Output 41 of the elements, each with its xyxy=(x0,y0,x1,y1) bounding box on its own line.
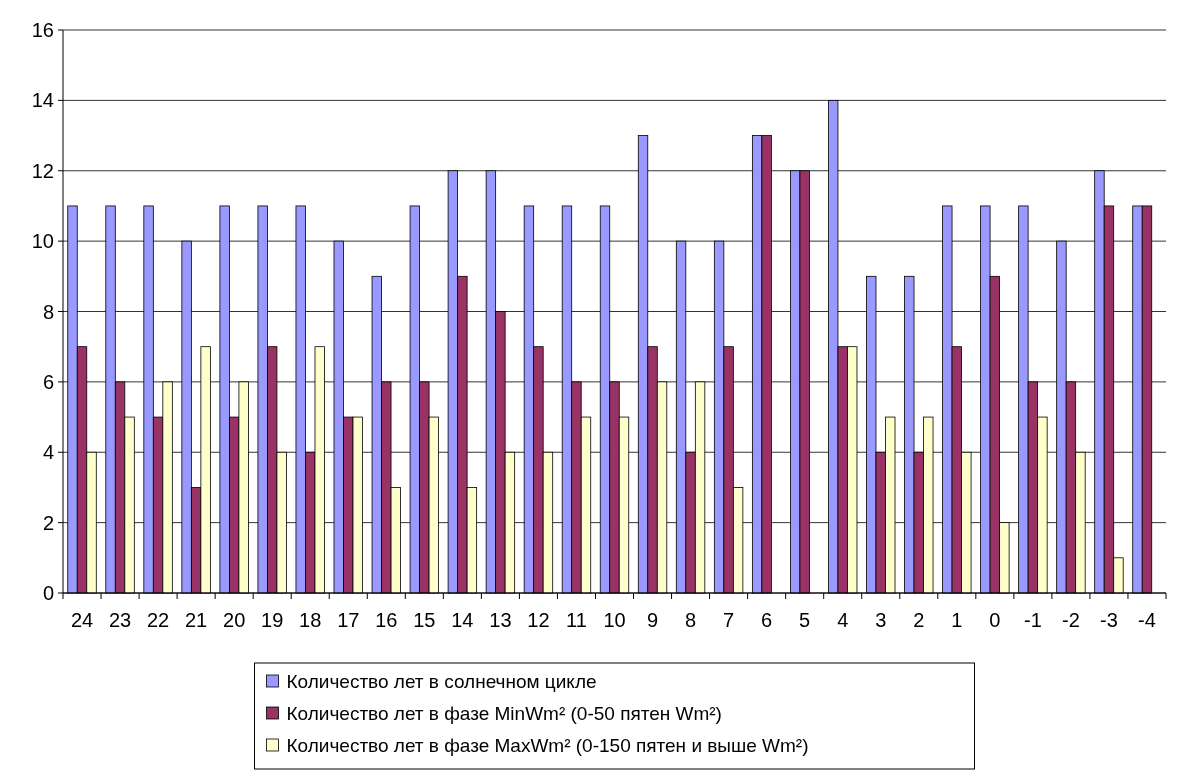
x-tick-label: 6 xyxy=(761,609,773,631)
y-tick-label: 6 xyxy=(42,370,54,393)
x-tick-label: 7 xyxy=(723,609,735,631)
x-tick-label: 23 xyxy=(108,609,132,631)
legend-label: Количество лет в фазе MinWm² (0-50 пятен Wm²) xyxy=(286,702,722,724)
x-tick-label: 3 xyxy=(875,609,887,631)
y-tick-label: 10 xyxy=(31,230,54,253)
x-tick-label: 18 xyxy=(299,609,322,631)
x-tick-label: 8 xyxy=(685,609,697,631)
x-tick-label: 20 xyxy=(223,609,246,631)
x-tick-label: 5 xyxy=(799,609,811,631)
y-tick-label: 0 xyxy=(42,582,54,604)
y-tick-label: 8 xyxy=(42,300,54,323)
legend-label: Количество лет в солнечном цикле xyxy=(286,670,597,692)
x-tick-label: 14 xyxy=(451,609,474,631)
x-tick-label: 4 xyxy=(837,609,849,631)
x-tick-label: 11 xyxy=(566,609,587,631)
x-tick-label: 17 xyxy=(337,609,360,631)
x-tick-label: 1 xyxy=(951,609,963,631)
x-tick-label: -1 xyxy=(1023,609,1042,631)
x-tick-label: 22 xyxy=(146,609,170,631)
x-tick-label: 24 xyxy=(70,609,94,631)
x-tick-label: 15 xyxy=(413,609,436,631)
y-tick-label: 4 xyxy=(42,441,54,464)
x-tick-label: 16 xyxy=(375,609,398,631)
x-tick-label: -3 xyxy=(1100,609,1118,631)
x-tick-label: 13 xyxy=(489,609,512,631)
x-tick-label: 19 xyxy=(261,609,284,631)
legend-label: Количество лет в фазе MaxWm² (0-150 пятен и выше Wm²) xyxy=(286,734,809,756)
x-tick-label: 2 xyxy=(913,609,925,631)
x-tick-label: -4 xyxy=(1138,609,1156,631)
y-tick-label: 2 xyxy=(42,511,54,534)
y-tick-label: 14 xyxy=(31,89,54,112)
y-tick-label: 12 xyxy=(31,159,54,182)
x-tick-label: 9 xyxy=(646,609,659,631)
y-tick-label: 16 xyxy=(31,19,54,41)
x-tick-label: 0 xyxy=(989,609,1001,631)
x-tick-label: 10 xyxy=(603,609,626,631)
x-tick-label: 12 xyxy=(527,609,550,631)
x-tick-label: 21 xyxy=(185,609,208,631)
x-tick-label: -2 xyxy=(1062,609,1080,631)
